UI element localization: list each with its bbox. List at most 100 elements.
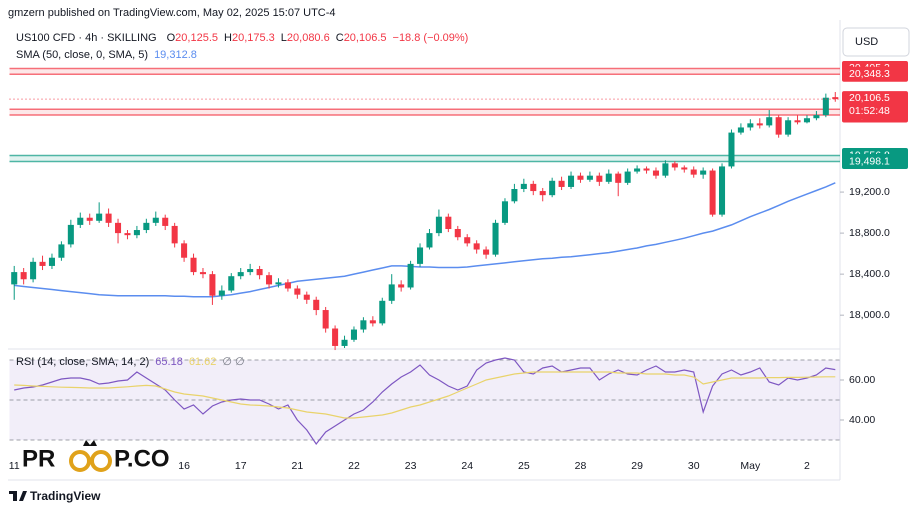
candle-body (143, 222, 150, 231)
candle-body (256, 269, 263, 276)
candle-body (303, 294, 310, 300)
ohlc-value: 20,175.3 (232, 32, 275, 44)
candle-body (794, 120, 801, 123)
candle-body (294, 288, 301, 295)
ohlc-value: 20,125.5 (175, 32, 218, 44)
candle-body (492, 222, 499, 255)
rsi-line (14, 357, 836, 446)
last-price-label: 20,106.5 (849, 92, 890, 104)
candle-body (501, 201, 508, 223)
candle-body (133, 230, 140, 236)
candle-body (407, 263, 414, 288)
ohlc-key: H (224, 32, 232, 44)
ohlc-value: 20,106.5 (344, 32, 387, 44)
candle-body (435, 216, 442, 234)
y-tick-label: 18,800.0 (849, 227, 890, 239)
x-tick-label: 24 (461, 460, 473, 472)
candle-body (785, 120, 792, 135)
x-tick-label: 23 (405, 460, 417, 472)
candle-body (681, 167, 688, 170)
candle-body (426, 233, 433, 248)
candle-body (388, 284, 395, 301)
ohlc-key: O (167, 32, 176, 44)
candle-body (643, 168, 650, 171)
candle-body (218, 290, 225, 296)
tv-logo-mark (9, 491, 27, 501)
candle-body (58, 244, 65, 258)
candle-body (549, 180, 556, 196)
ohlc-key: L (281, 32, 287, 44)
x-tick-label: 21 (292, 460, 304, 472)
candle-body (530, 183, 537, 192)
change: −18.8 (−0.09%) (393, 32, 469, 44)
candle-body (313, 299, 320, 311)
tv-logo: TradingView (9, 489, 101, 503)
candle-body (690, 169, 697, 175)
candle-body (568, 175, 575, 187)
x-tick-label: 25 (518, 460, 530, 472)
candle-body (454, 229, 461, 238)
candle-body (398, 284, 405, 288)
candle-body (605, 173, 612, 182)
candle-body (700, 170, 707, 175)
candle-body (67, 224, 74, 245)
candle-body (624, 171, 631, 183)
candle-body (577, 175, 584, 180)
candle-body (511, 189, 518, 202)
candle-body (558, 180, 565, 187)
candle-body (756, 123, 763, 126)
sma-value: 19,312.8 (154, 49, 197, 61)
rsi-legend: RSI (14, close, SMA, 14, 2) 65.18 61.62 ∅ ∅ (16, 356, 245, 368)
watermark-text: PR (22, 445, 55, 472)
candle-body (162, 217, 169, 226)
candle-body (671, 163, 678, 168)
candle-body (747, 123, 754, 128)
currency-box (842, 27, 910, 57)
candle-body (634, 168, 641, 172)
x-tick-label: 29 (631, 460, 643, 472)
candle-body (813, 115, 820, 119)
rsi-extra: ∅ ∅ (222, 356, 244, 368)
sma-line (14, 182, 836, 298)
candle-body (464, 237, 471, 244)
candle-body (360, 320, 367, 330)
candle-body (539, 191, 546, 196)
candle-body (228, 276, 235, 291)
candle-body (719, 166, 726, 215)
last-price-box (842, 91, 908, 120)
y-tick-label: 18,400.0 (849, 268, 890, 280)
y-tick-label: 19,200.0 (849, 186, 890, 198)
candle-body (445, 216, 452, 230)
candle-body (662, 163, 669, 176)
candle-body (473, 243, 480, 250)
x-tick-label: 30 (688, 460, 700, 472)
watermark-text: P.CO (114, 445, 170, 472)
ohlc-legend: US100 CFD · 4h · SKILLING O20,125.5 H20,17… (16, 32, 468, 44)
candle-body (275, 282, 282, 285)
candle-body (209, 274, 216, 296)
y-tick-label: 18,000.0 (849, 309, 890, 321)
level-label: 19,498.1 (849, 155, 890, 167)
candle-body (115, 222, 122, 234)
x-tick-label: 16 (178, 460, 190, 472)
candle-body (284, 282, 291, 289)
candle-body (822, 97, 829, 116)
candle-body (341, 339, 348, 346)
sma-legend: SMA (50, close, 0, SMA, 5) 19,312.8 (16, 49, 197, 61)
candle-body (766, 117, 773, 126)
candle-body (737, 127, 744, 133)
candle-body (11, 272, 18, 285)
x-tick-label: May (740, 460, 761, 472)
symbol: US100 CFD · 4h · SKILLING (16, 32, 157, 44)
watermark-eye (69, 450, 91, 472)
candle-body (586, 175, 593, 180)
candle-body (48, 257, 55, 266)
candle-body (247, 269, 254, 273)
candle-body (39, 261, 46, 266)
candle-body (190, 257, 197, 273)
countdown: 01:52:48 (849, 105, 890, 117)
candle-body (105, 213, 112, 223)
publisher-header: gmzern published on TradingView.com, May… (8, 7, 336, 19)
